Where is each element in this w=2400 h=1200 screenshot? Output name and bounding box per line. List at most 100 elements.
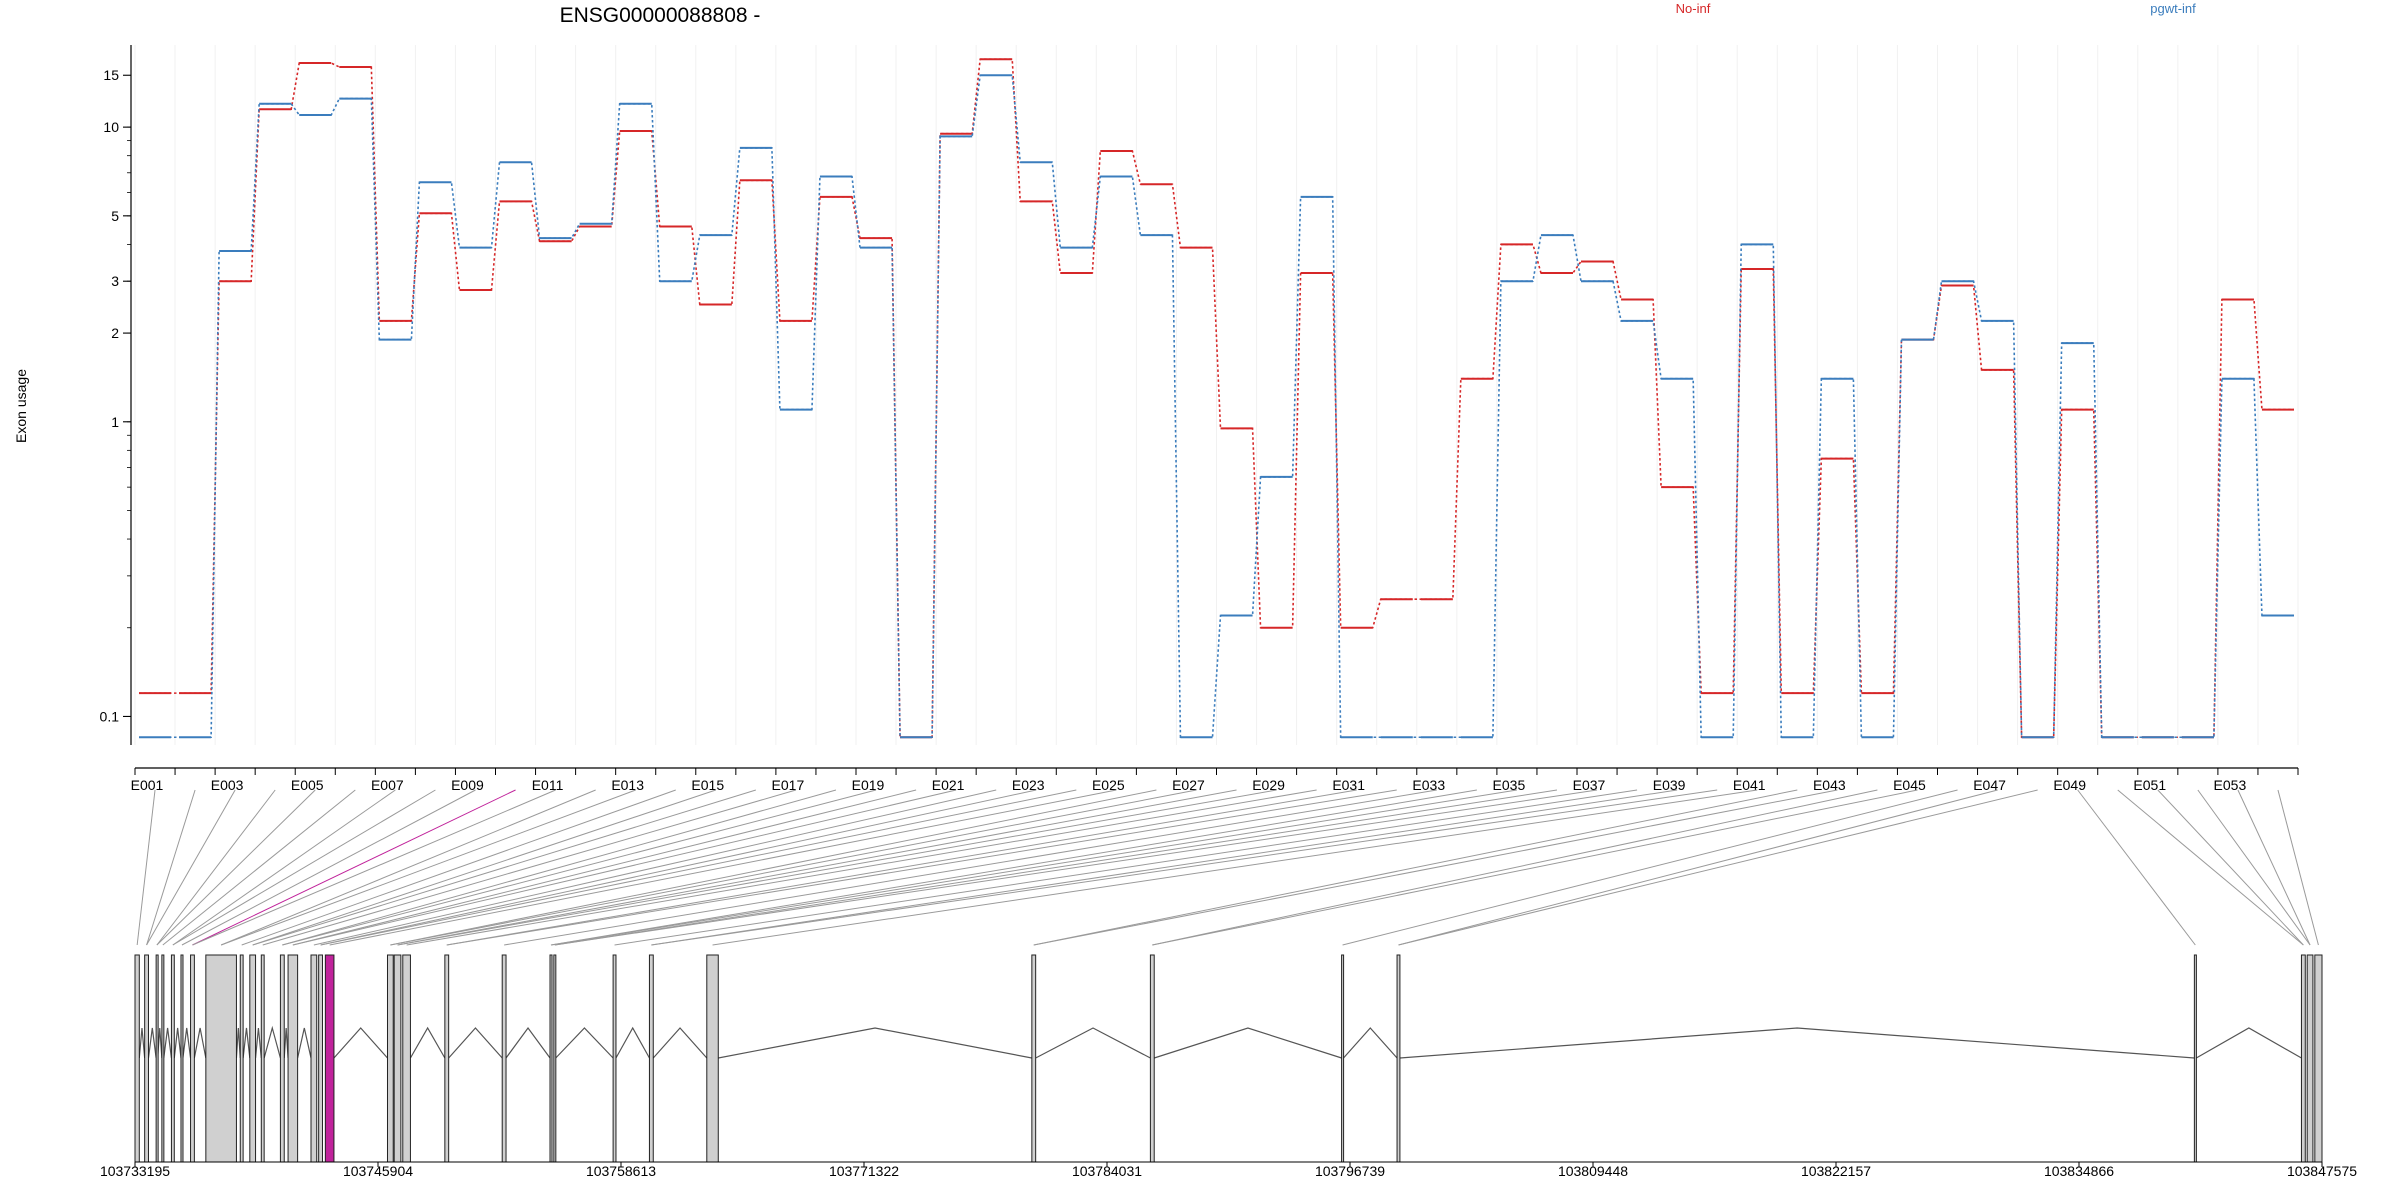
exon-connector (192, 789, 556, 946)
x-tick-label: E051 (2133, 777, 2166, 793)
x-tick-label: E041 (1733, 777, 1766, 793)
exon-connector (262, 789, 797, 946)
exon-box (444, 954, 450, 1163)
y-tick-label: 15 (103, 67, 119, 83)
vertical-gridlines (134, 45, 2299, 745)
x-tick-label: E035 (1493, 777, 1526, 793)
exon-box (2306, 954, 2314, 1163)
series-line (139, 74, 2294, 739)
genomic-tick-label: 103771322 (829, 1163, 899, 1179)
y-tick-label: 1 (111, 414, 119, 430)
exon-box (239, 954, 244, 1163)
intron-line (163, 1027, 173, 1059)
exon-box (170, 954, 175, 1163)
exon-connector (406, 789, 1317, 946)
exon-connector (172, 789, 436, 946)
exon-connector (329, 789, 1117, 946)
exon-connector (550, 789, 1477, 946)
intron-line (505, 1026, 551, 1059)
exon-box (706, 954, 719, 1163)
x-tick-label: E025 (1092, 777, 1125, 793)
x-tick-label: E045 (1893, 777, 1926, 793)
intron-line (615, 1026, 650, 1059)
exon-box (648, 954, 654, 1163)
exon-connector (446, 789, 1357, 946)
exon-connector (554, 789, 1558, 946)
exon-connector (651, 789, 1678, 946)
exon-connector (1152, 789, 1918, 946)
genomic-tick-label: 103847575 (2287, 1163, 2357, 1179)
intron-line (409, 1026, 446, 1059)
exon-box (161, 954, 165, 1163)
exon-box (260, 954, 265, 1163)
exon-connector (220, 789, 636, 946)
intron-line (333, 1027, 388, 1059)
exon-connector (320, 789, 1077, 946)
exon-connector (282, 789, 877, 946)
x-tick-label: E023 (1012, 777, 1045, 793)
exon-connector (220, 789, 596, 946)
exon-box (134, 954, 140, 1163)
x-tick-label: E037 (1573, 777, 1606, 793)
exon-box (553, 954, 557, 1163)
x-tick-label: E019 (852, 777, 885, 793)
x-tick-label: E005 (291, 777, 324, 793)
exon-connector (550, 789, 1517, 946)
x-tick-label: E047 (1973, 777, 2006, 793)
legend-no-inf: No-inf (1676, 1, 1711, 16)
y-tick-label: 5 (111, 208, 119, 224)
exon-box (612, 954, 617, 1163)
y-tick-label: 3 (111, 273, 119, 289)
exon-box (1031, 954, 1037, 1163)
exon-connector (446, 789, 1397, 946)
exon-box (318, 954, 323, 1163)
genomic-tick-label: 103758613 (586, 1163, 656, 1179)
intron-line (448, 1027, 503, 1059)
exon-box (279, 954, 285, 1163)
exon-connector (181, 789, 476, 946)
exon-box (2300, 954, 2306, 1163)
exon-box (2193, 954, 2197, 1163)
exon-box (190, 954, 195, 1163)
exon-connector (252, 789, 757, 946)
exon-connector (1033, 789, 1838, 946)
exon-connector (1152, 789, 1878, 946)
exon-box (205, 954, 237, 1163)
exon-box (310, 954, 318, 1163)
exon-box (402, 954, 411, 1163)
exon-connector (313, 789, 997, 946)
x-tick-label: E009 (451, 777, 484, 793)
exon-box (1149, 954, 1155, 1163)
y-tick-label: 2 (111, 325, 119, 341)
intron-line (147, 1027, 157, 1059)
x-tick-label: E007 (371, 777, 404, 793)
exon-connector (390, 789, 1197, 946)
intron-line (235, 1027, 241, 1059)
genomic-tick-label: 103834866 (2044, 1163, 2114, 1179)
exon-connector (390, 789, 1157, 946)
x-tick-label: E017 (772, 777, 805, 793)
exon-connector (252, 789, 716, 946)
exon-connector (2277, 789, 2319, 946)
exon-box (249, 954, 257, 1163)
intron-line (1399, 1027, 2195, 1059)
intron-line (652, 1027, 708, 1059)
exon-connector (172, 789, 396, 946)
exon-connector (320, 789, 1037, 946)
series-pgwt-inf (139, 74, 2294, 739)
x-tick-label: E029 (1252, 777, 1285, 793)
series-No-inf (139, 58, 2294, 739)
exon-connector (1398, 789, 1998, 946)
exon-connector (292, 789, 917, 946)
exon-connector (146, 789, 196, 946)
intron-line (173, 1027, 182, 1059)
x-tick-label: E043 (1813, 777, 1846, 793)
genomic-tick-label: 103809448 (1558, 1163, 1628, 1179)
x-tick-label: E049 (2053, 777, 2086, 793)
genomic-tick-label: 103796739 (1315, 1163, 1385, 1179)
exon-connector (397, 789, 1237, 946)
exon-connector (651, 789, 1718, 946)
intron-line (283, 1027, 289, 1059)
exon-connector (146, 789, 236, 946)
exon-connector (1033, 789, 1798, 946)
